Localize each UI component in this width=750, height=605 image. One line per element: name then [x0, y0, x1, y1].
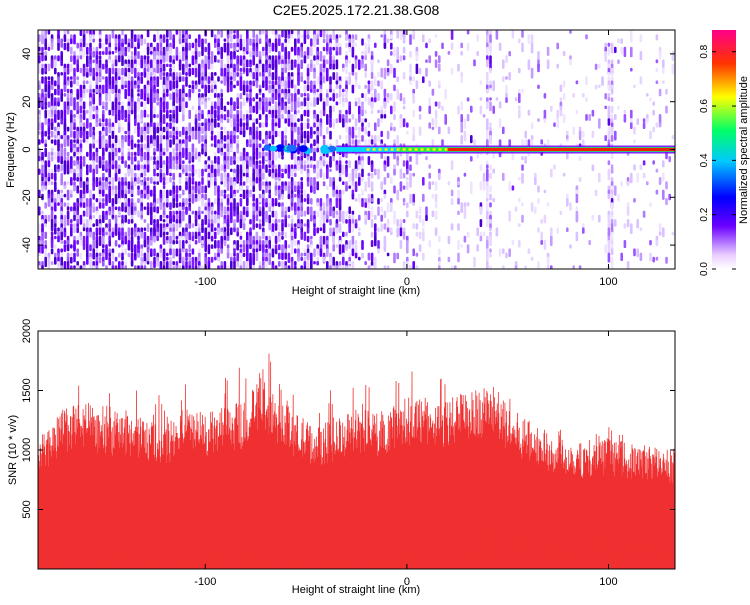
spectrogram-panel: -100 0 100 -40 -20 0 20 40 Height of straight …	[5, 29, 676, 297]
carrier-blob	[268, 145, 278, 152]
snr-x-tick-label: -100	[194, 576, 216, 588]
spectrogram-y-tick-label: -20	[21, 189, 33, 205]
carrier-core-segment	[384, 148, 388, 151]
snr-trace	[38, 353, 675, 569]
carrier-blob	[263, 144, 271, 151]
carrier-core-segment	[390, 148, 394, 151]
spectrogram-x-tick-label: 0	[404, 276, 410, 288]
snr-x-tick-label: 0	[404, 576, 410, 588]
colorbar-label: Normalized spectral amplitude	[738, 76, 750, 224]
spectrogram-y-tick-label: 0	[21, 146, 33, 152]
carrier-core-segment	[432, 148, 436, 151]
carrier-core-segment	[426, 148, 430, 151]
snr-x-ticks: -100 0 100	[194, 331, 618, 588]
carrier-core-segment	[378, 148, 382, 151]
spectrogram-x-tick-label: -100	[194, 276, 216, 288]
colorbar-tick-label: 0.0	[699, 262, 710, 276]
carrier-core-segment	[438, 148, 442, 151]
colorbar-tick-label: 0.2	[699, 207, 710, 221]
spectrogram-x-tick-label: 100	[599, 276, 617, 288]
spectrogram-y-tick-label: -40	[21, 237, 33, 253]
carrier-core-segment	[396, 148, 400, 151]
snr-y-tick-label: 500	[21, 500, 33, 518]
colorbar-gradient	[712, 30, 736, 269]
figure-title: C2E5.2025.172.21.38.G08	[273, 2, 440, 18]
carrier-blob	[327, 145, 337, 153]
carrier-core-segment	[408, 148, 412, 151]
snr-line	[38, 353, 675, 567]
spectrogram-y-tick-label: 20	[21, 96, 33, 108]
colorbar-tick-label: 0.4	[699, 153, 710, 167]
colorbar-tick-label: 0.8	[699, 44, 710, 58]
snr-y-ticks: 500 1000 1500 2000	[21, 319, 675, 519]
spectrogram-features	[263, 144, 675, 155]
carrier-core-segment	[366, 148, 370, 151]
carrier-core	[447, 147, 675, 152]
carrier-blob	[298, 145, 308, 153]
carrier-core-segment	[414, 148, 418, 151]
snr-y-tick-label: 2000	[21, 319, 33, 343]
carrier-core-segment	[444, 148, 448, 151]
spectrogram-noise	[38, 30, 675, 269]
snr-y-axis-label: SNR (10 * v/v)	[7, 415, 19, 485]
colorbar-tick-label: 0.6	[699, 99, 710, 113]
spectrogram-y-axis-label: Frequency (Hz)	[5, 112, 17, 188]
colorbar: 0.0 0.2 0.4 0.6 0.8 Normalized spectral ampl…	[699, 30, 750, 276]
snr-y-tick-label: 1500	[21, 378, 33, 402]
spectrogram-y-tick-label: 40	[21, 48, 33, 60]
carrier-blob	[286, 144, 298, 152]
spectrogram-x-ticks: -100 0 100	[194, 30, 618, 288]
colorbar-ticks: 0.0 0.2 0.4 0.6 0.8	[699, 44, 736, 276]
carrier-core-segment	[402, 148, 406, 151]
snr-panel: -100 0 100 500 1000 1500 2000 Height of strai…	[7, 319, 676, 596]
carrier-core-segment	[372, 148, 376, 151]
spectrogram-y-ticks: -40 -20 0 20 40	[21, 48, 675, 253]
snr-y-tick-label: 1000	[21, 438, 33, 462]
carrier-blob	[275, 144, 286, 152]
carrier-blob	[320, 148, 330, 154]
spectrogram-x-axis-label: Height of straight line (km)	[292, 285, 420, 297]
snr-x-tick-label: 100	[599, 576, 617, 588]
carrier-core-segment	[420, 148, 424, 151]
snr-x-axis-label: Height of straight line (km)	[292, 584, 420, 596]
